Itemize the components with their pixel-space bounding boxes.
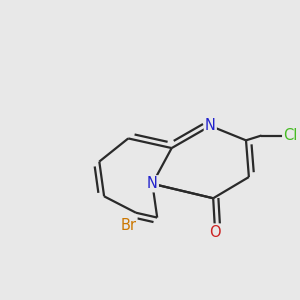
- Text: O: O: [209, 224, 221, 239]
- Text: N: N: [147, 176, 158, 191]
- Text: Cl: Cl: [283, 128, 298, 143]
- Text: N: N: [205, 118, 216, 134]
- Text: Br: Br: [120, 218, 136, 233]
